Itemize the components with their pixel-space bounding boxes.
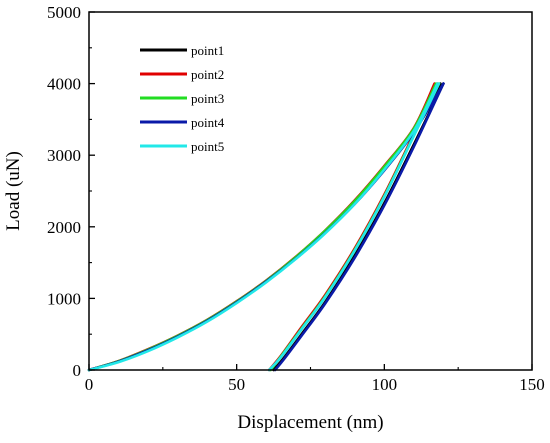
- y-axis-title: Load (uN): [3, 151, 24, 231]
- x-axis-title: Displacement (nm): [237, 412, 383, 433]
- series-lines: [87, 82, 445, 372]
- y-tick-label: 0: [73, 361, 82, 380]
- legend-label-point2: point2: [191, 67, 224, 82]
- series-line-point4-loading: [87, 82, 445, 372]
- legend-label-point5: point5: [191, 139, 224, 154]
- series-line-point5-loading: [87, 82, 439, 372]
- x-tick-label: 150: [519, 375, 545, 394]
- series-line-point2-loading: [87, 82, 436, 372]
- y-tick-label: 5000: [47, 3, 81, 22]
- series-line-point3-loading: [87, 82, 438, 372]
- series-line-point2-unloading: [267, 82, 439, 372]
- legend-label-point3: point3: [191, 91, 224, 106]
- y-tick-label: 4000: [47, 75, 81, 94]
- series-line-point4-unloading: [273, 82, 445, 372]
- legend: point1 point2 point3 point4 point5: [140, 43, 225, 154]
- series-line-point1-loading: [87, 82, 442, 372]
- x-tick-label: 50: [228, 375, 245, 394]
- y-tick-label: 2000: [47, 218, 81, 237]
- legend-label-point4: point4: [191, 115, 225, 130]
- x-tick-label: 0: [85, 375, 94, 394]
- y-tick-label: 1000: [47, 289, 81, 308]
- x-tick-label: 100: [372, 375, 398, 394]
- axis-ticks: 0 50 100 150 0 1000 2000 3000 4000 5000: [47, 3, 545, 394]
- legend-label-point1: point1: [191, 43, 224, 58]
- series-line-point5-unloading: [267, 82, 441, 372]
- y-tick-label: 3000: [47, 146, 81, 165]
